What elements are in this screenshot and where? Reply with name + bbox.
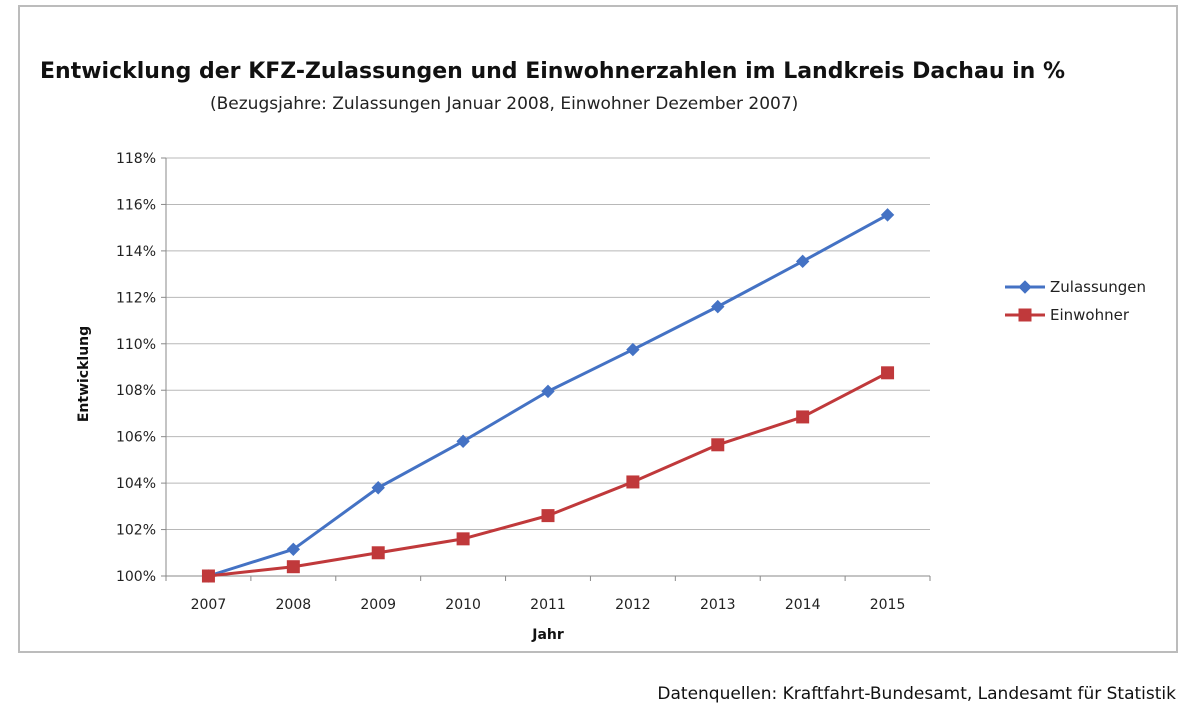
x-tick-label: 2008 — [276, 597, 312, 613]
y-tick-label: 104% — [116, 476, 156, 492]
data-point-zulassungen — [371, 481, 385, 495]
legend-label-einwohner: Einwohner — [1050, 306, 1130, 324]
chart-subtitle: (Bezugsjahre: Zulassungen Januar 2008, E… — [210, 94, 798, 114]
series-line-einwohner — [208, 371, 889, 578]
data-point-zulassungen — [795, 254, 810, 269]
data-point-zulassungen — [286, 542, 301, 557]
series-einwohner — [201, 366, 895, 583]
y-tick-label: 106% — [116, 430, 156, 446]
data-point-einwohner — [796, 410, 810, 424]
y-tick-label: 100% — [116, 569, 156, 585]
data-point-einwohner — [881, 366, 895, 380]
y-tick-label: 110% — [116, 337, 156, 353]
x-tick-label: 2014 — [785, 597, 821, 613]
data-point-zulassungen — [626, 342, 640, 357]
x-tick-label: 2011 — [530, 597, 566, 613]
legend-label-zulassungen: Zulassungen — [1050, 278, 1146, 296]
x-tick-label: 2009 — [360, 597, 396, 613]
axes — [161, 157, 931, 581]
series-zulassungen — [201, 208, 895, 583]
legend-entry-einwohner: Einwohner — [1005, 306, 1130, 324]
data-point-zulassungen — [880, 208, 895, 222]
data-point-zulassungen — [456, 434, 470, 449]
x-tick-label: 2007 — [191, 597, 227, 613]
series-lines — [201, 208, 895, 583]
chart-frame: Entwicklung der KFZ-Zulassungen und Einw… — [18, 5, 1178, 653]
gridlines — [166, 157, 930, 531]
y-tick-labels: 100% 102% 104% 106% 108% 110% 112% 114% 116% 118% — [116, 151, 156, 585]
x-tick-label: 2013 — [700, 597, 736, 613]
data-point-einwohner — [626, 475, 640, 489]
y-tick-label: 112% — [116, 290, 156, 306]
y-axis-label: Entwicklung — [76, 326, 92, 422]
data-point-einwohner — [201, 569, 215, 583]
y-tick-label: 108% — [116, 383, 156, 399]
y-tick-label: 118% — [116, 151, 156, 167]
data-point-einwohner — [371, 546, 385, 560]
legend-marker-zulassungen — [1018, 280, 1032, 294]
data-point-einwohner — [711, 438, 725, 452]
legend-marker-einwohner — [1018, 308, 1032, 322]
legend-entry-zulassungen: Zulassungen — [1005, 278, 1146, 296]
line-chart: Entwicklung der KFZ-Zulassungen und Einw… — [40, 59, 1146, 643]
x-tick-label: 2015 — [870, 597, 906, 613]
x-axis-label: Jahr — [531, 627, 564, 643]
data-point-einwohner — [456, 532, 470, 546]
source-note: Datenquellen: Kraftfahrt-Bundesamt, Land… — [657, 684, 1176, 704]
data-point-zulassungen — [541, 384, 555, 399]
y-tick-label: 114% — [116, 244, 156, 260]
data-point-zulassungen — [711, 299, 725, 314]
x-tick-label: 2010 — [445, 597, 481, 613]
x-tick-label: 2012 — [615, 597, 651, 613]
y-tick-label: 116% — [116, 197, 156, 213]
x-tick-labels: 2007 2008 2009 2010 2011 2012 2013 2014 2015 — [191, 597, 906, 613]
data-point-einwohner — [541, 509, 555, 523]
data-point-einwohner — [286, 560, 300, 574]
legend: Zulassungen Einwohner — [1005, 278, 1146, 324]
y-tick-label: 102% — [116, 523, 156, 539]
chart-title: Entwicklung der KFZ-Zulassungen und Einw… — [40, 59, 1065, 84]
